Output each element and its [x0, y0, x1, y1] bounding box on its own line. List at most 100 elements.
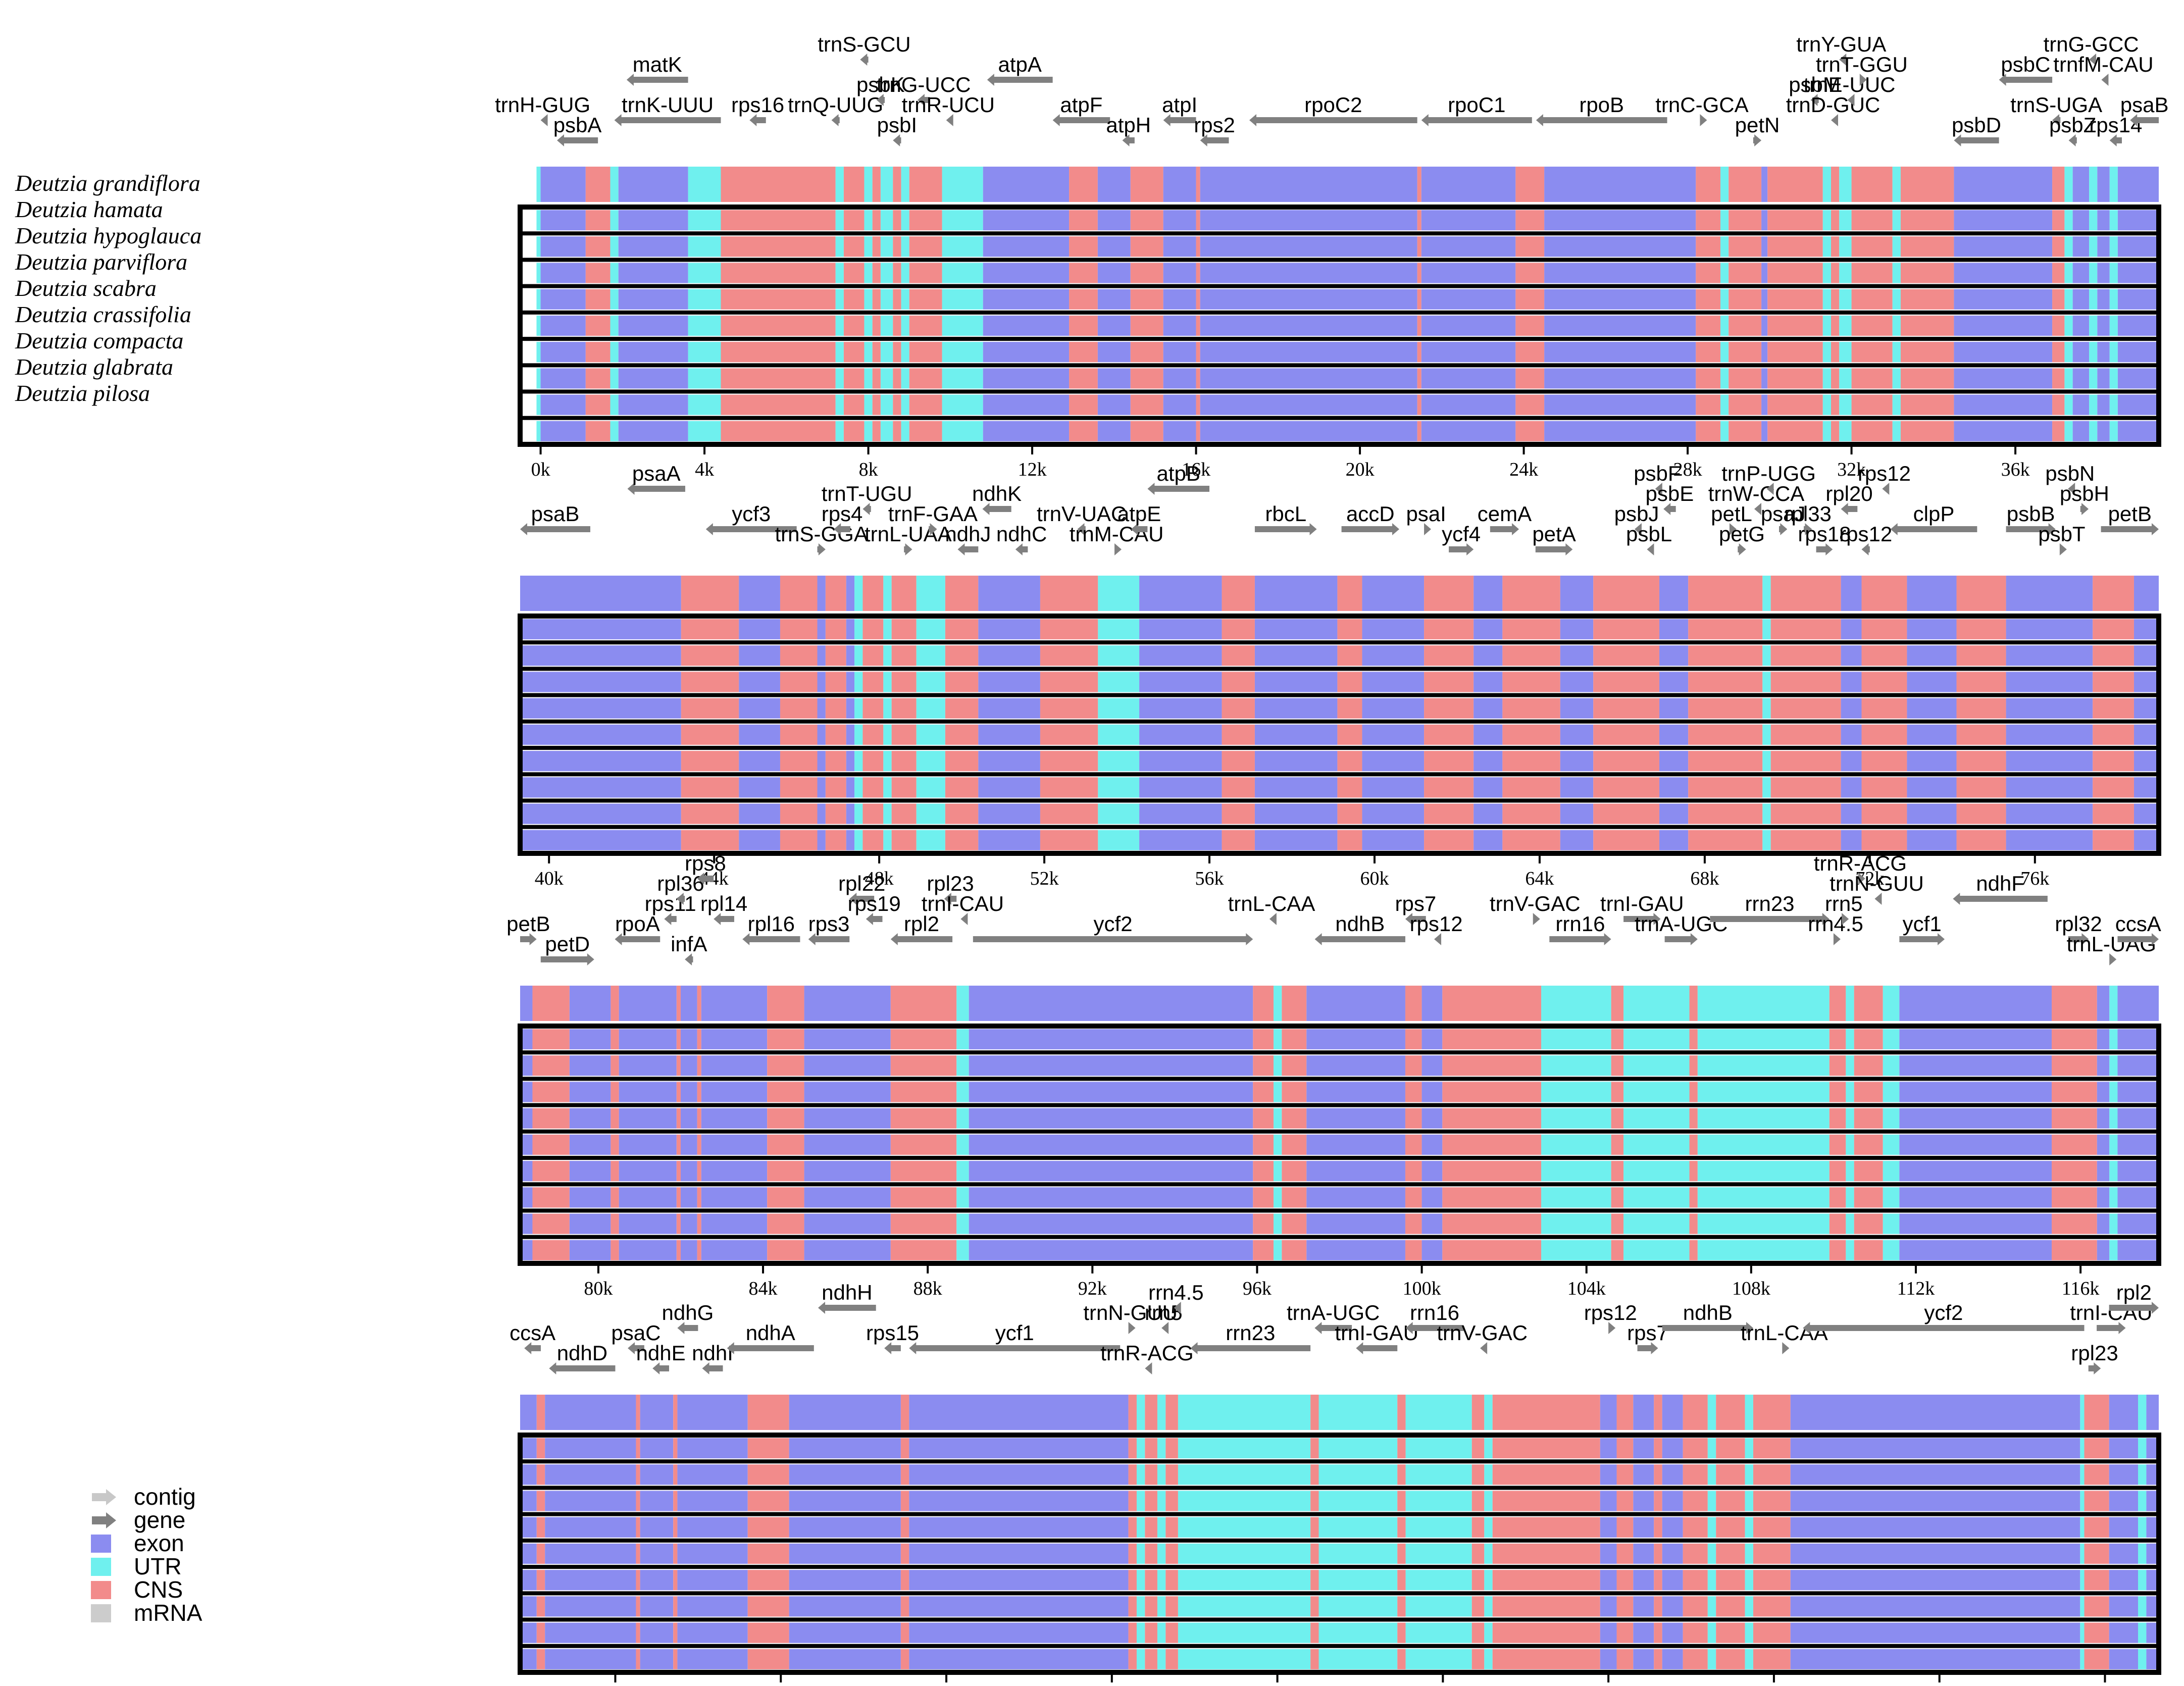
- identity-block: [1310, 1517, 1319, 1538]
- gene-arrow: [834, 523, 850, 535]
- identity-block: [817, 830, 826, 850]
- identity-block: [780, 777, 818, 798]
- identity-block: [890, 1029, 957, 1050]
- identity-block: [1753, 1649, 1791, 1669]
- identity-block: [854, 830, 863, 850]
- identity-block: [536, 1464, 545, 1485]
- feature-utr: [901, 167, 909, 202]
- identity-block: [1616, 1596, 1634, 1617]
- identity-block: [1541, 1134, 1611, 1155]
- identity-block: [1954, 236, 2053, 257]
- identity-block: [1883, 1240, 1900, 1260]
- gene-label: atpI: [1162, 93, 1197, 117]
- identity-block: [1659, 698, 1689, 719]
- identity-block: [1767, 210, 1823, 231]
- identity-block: [1854, 1187, 1883, 1208]
- identity-block: [747, 1622, 789, 1643]
- identity-block: [1689, 1213, 1698, 1234]
- identity-block: [677, 1570, 748, 1591]
- feature-utr: [2138, 1395, 2147, 1430]
- identity-block: [1362, 672, 1425, 692]
- identity-block: [864, 368, 873, 389]
- identity-block: [701, 1029, 768, 1050]
- gene-label: trnI-GAU: [1600, 892, 1684, 915]
- identity-block: [2064, 236, 2073, 257]
- feature-cns: [676, 986, 681, 1021]
- feature-utr: [942, 167, 983, 202]
- feature-utr: [2109, 986, 2118, 1021]
- identity-block: [1729, 289, 1762, 310]
- feature-cns: [1831, 167, 1840, 202]
- identity-block: [2072, 210, 2090, 231]
- identity-block: [1851, 394, 1893, 415]
- identity-block: [1471, 1517, 1485, 1538]
- identity-block: [1956, 645, 2006, 666]
- identity-block: [978, 698, 1040, 719]
- identity-block: [1829, 1134, 1846, 1155]
- gene-label: trnK-UUU: [622, 93, 714, 117]
- identity-block: [891, 698, 917, 719]
- identity-block: [1616, 1622, 1634, 1643]
- identity-block: [2109, 1055, 2118, 1076]
- identity-block: [1097, 342, 1131, 363]
- identity-block: [610, 315, 619, 336]
- identity-block: [1716, 1438, 1745, 1459]
- identity-block: [677, 1596, 748, 1617]
- identity-block: [585, 421, 611, 441]
- identity-block: [540, 368, 586, 389]
- feature-utr: [2064, 167, 2073, 202]
- gene-label: trnF-GAA: [888, 502, 978, 526]
- identity-block: [532, 1161, 570, 1182]
- feature-cns: [1405, 986, 1422, 1021]
- identity-block: [978, 751, 1040, 772]
- identity-block: [780, 803, 818, 824]
- identity-block: [854, 751, 863, 772]
- identity-block: [1200, 394, 1417, 415]
- identity-block: [2093, 619, 2134, 640]
- identity-block: [1761, 342, 1768, 363]
- identity-block: [1318, 1491, 1398, 1511]
- identity-block: [640, 1622, 674, 1643]
- identity-block: [1157, 1438, 1166, 1459]
- identity-block: [900, 1570, 909, 1591]
- gene-label: atpA: [998, 53, 1042, 76]
- gene-label: trnI-GAU: [1335, 1321, 1418, 1345]
- identity-block: [1471, 1543, 1485, 1564]
- identity-block: [900, 1491, 909, 1511]
- feature-exon: [640, 1395, 674, 1430]
- identity-block: [2134, 751, 2159, 772]
- identity-block: [1954, 315, 2053, 336]
- identity-block: [2109, 421, 2118, 441]
- feature-cns: [1130, 167, 1163, 202]
- identity-block: [1883, 1161, 1900, 1182]
- identity-block: [872, 263, 881, 283]
- identity-block: [536, 1570, 545, 1591]
- identity-block: [610, 289, 619, 310]
- identity-block: [1421, 289, 1516, 310]
- feature-exon: [2097, 986, 2110, 1021]
- identity-block: [1900, 394, 1954, 415]
- identity-block: [721, 236, 836, 257]
- identity-block: [780, 724, 818, 745]
- axis-tick-label: 100k: [1403, 1278, 1441, 1299]
- identity-block: [1623, 1055, 1690, 1076]
- identity-block: [1196, 289, 1200, 310]
- identity-block: [1683, 1464, 1708, 1485]
- feature-cns: [1654, 1395, 1662, 1430]
- identity-block: [1907, 645, 1957, 666]
- identity-block: [2064, 263, 2073, 283]
- gene-arrow: [520, 933, 537, 945]
- identity-block: [520, 1649, 537, 1669]
- identity-block: [890, 1187, 957, 1208]
- gene-label: rpl33: [1785, 502, 1832, 526]
- identity-block: [532, 1187, 570, 1208]
- identity-block: [673, 1464, 678, 1485]
- gene-arrow: [1858, 873, 1865, 885]
- gene-arrow: [2101, 523, 2159, 535]
- identity-block: [1222, 777, 1255, 798]
- identity-block: [862, 751, 884, 772]
- identity-block: [1753, 1464, 1791, 1485]
- identity-block: [901, 289, 909, 310]
- identity-block: [532, 1213, 570, 1234]
- identity-block: [1397, 1543, 1406, 1564]
